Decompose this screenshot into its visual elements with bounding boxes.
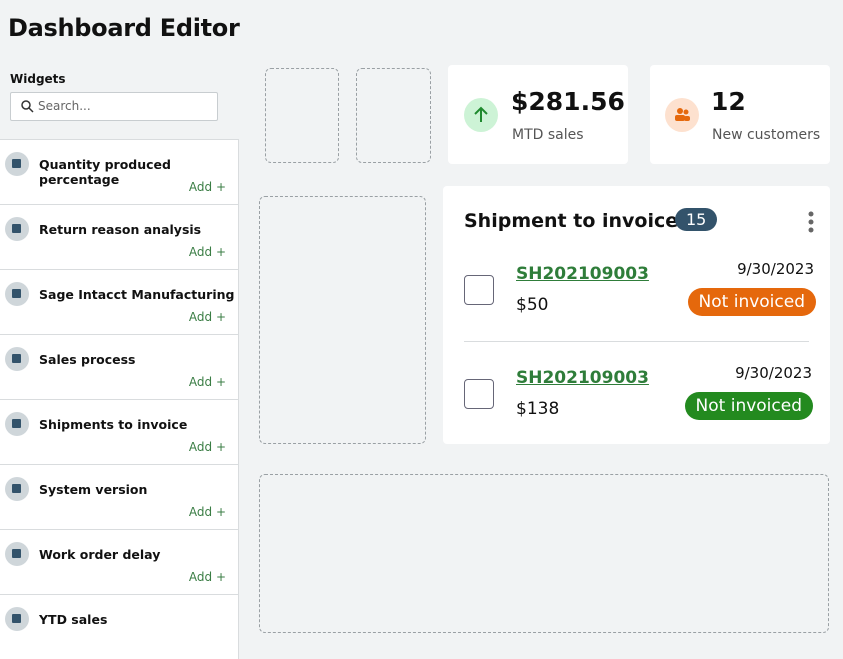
widget-name: Sage Intacct Manufacturing — [39, 287, 235, 302]
widget-item: Sales process Add + — [0, 334, 239, 399]
add-button[interactable]: Add + — [188, 245, 226, 259]
widget-icon — [5, 347, 29, 371]
shipment-card: Shipment to invoice 15 SH202109003 $50 9/3… — [443, 186, 830, 444]
status-badge: Not invoiced — [687, 288, 816, 316]
widget-icon — [5, 217, 29, 241]
add-button[interactable]: Add + — [188, 570, 226, 584]
kpi-card: $281.56 MTD sales — [448, 65, 628, 164]
widget-name: Return reason analysis — [39, 222, 202, 237]
widget-item: System version Add + — [0, 464, 239, 529]
status-badge: Not invoiced — [684, 392, 813, 420]
widget-icon — [5, 282, 29, 306]
placeholder — [259, 474, 829, 633]
count-badge: 15 — [675, 208, 718, 231]
kpi-value: 12 — [711, 87, 746, 116]
add-button[interactable]: Add + — [188, 440, 226, 454]
widget-icon — [5, 542, 29, 566]
add-button[interactable]: Add + — [188, 505, 226, 519]
kpi-value: $281.56 — [511, 87, 625, 116]
widget-item: Quantity produced percentage Add + — [0, 139, 239, 204]
kpi-icon — [665, 98, 699, 132]
widget-name: YTD sales — [39, 612, 108, 627]
widget-name: Shipments to invoice — [39, 417, 188, 432]
amount: $138 — [516, 399, 560, 419]
kpi-label: New customers — [712, 127, 821, 143]
placeholder — [356, 68, 431, 163]
sidebar-label: Widgets — [10, 72, 66, 86]
kpi-icon — [464, 98, 498, 132]
placeholder — [265, 68, 339, 163]
checkbox[interactable] — [464, 275, 494, 305]
date: 9/30/2023 — [737, 260, 814, 278]
widget-icon — [5, 152, 29, 176]
widget-item: Return reason analysis Add + — [0, 204, 239, 269]
widget-item: Work order delay Add + — [0, 529, 239, 594]
shipment-id[interactable]: SH202109003 — [516, 264, 649, 284]
widget-icon — [5, 412, 29, 436]
search-icon — [21, 100, 34, 113]
add-button[interactable]: Add + — [188, 180, 226, 194]
add-button[interactable]: Add + — [188, 375, 226, 389]
shipment-id[interactable]: SH202109003 — [516, 368, 649, 388]
search-placeholder: Search... — [38, 99, 91, 113]
placeholder — [259, 196, 426, 444]
search-box[interactable]: Search... — [10, 92, 218, 121]
date: 9/30/2023 — [735, 364, 812, 382]
widget-name: Sales process — [39, 352, 136, 367]
checkbox[interactable] — [464, 379, 494, 409]
divider — [464, 341, 809, 342]
widget-name: System version — [39, 482, 148, 497]
add-button[interactable]: Add + — [188, 310, 226, 324]
page-title: Dashboard Editor — [8, 14, 240, 42]
amount: $50 — [516, 295, 549, 315]
widget-icon — [5, 477, 29, 501]
widget-icon — [5, 607, 29, 631]
widget-item: YTD sales — [0, 594, 239, 659]
menu-button[interactable] — [807, 211, 815, 235]
widget-item: Shipments to invoice Add + — [0, 399, 239, 464]
kpi-label: MTD sales — [512, 127, 584, 143]
widget-name: Quantity produced percentage — [39, 157, 171, 187]
kpi-card: 12 New customers — [650, 65, 830, 164]
widget-item: Sage Intacct Manufacturing Add + — [0, 269, 239, 334]
card-title: Shipment to invoice — [464, 210, 679, 232]
page: Dashboard Editor Widgets Search... Quant… — [0, 14, 830, 659]
widget-name: Work order delay — [39, 547, 161, 562]
